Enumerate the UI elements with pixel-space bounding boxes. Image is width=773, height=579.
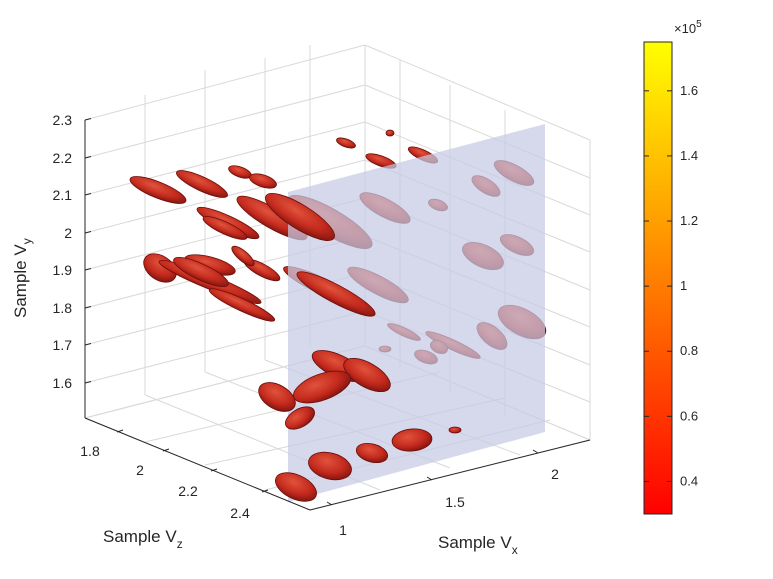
z-tick-mark bbox=[210, 468, 218, 472]
isosurface-blob bbox=[385, 129, 395, 137]
isosurface-blob bbox=[231, 245, 255, 267]
axis-lines bbox=[84, 120, 591, 511]
y-tick-mark bbox=[84, 306, 92, 309]
y-tick-mark bbox=[84, 343, 92, 346]
isosurface-blob bbox=[173, 256, 229, 288]
x-tick-mark bbox=[426, 476, 433, 481]
y-tick-mark bbox=[84, 231, 92, 234]
z-axis-line bbox=[84, 417, 311, 511]
colorbar: ×105 0.4 0.6 0.8 1 1.2 1.4 1.6 bbox=[643, 19, 702, 515]
z-axis-label: Sample Vz bbox=[103, 527, 183, 551]
colorbar-tick-label: 1 bbox=[680, 278, 687, 293]
isosurface-blobs-front bbox=[173, 193, 462, 502]
x-tick-label: 1.5 bbox=[445, 494, 465, 510]
isosurface-blob bbox=[355, 442, 389, 464]
y-tick-label: 1.9 bbox=[53, 262, 73, 278]
colorbar-tick-label: 1.4 bbox=[680, 148, 698, 163]
grid-line bbox=[364, 44, 591, 141]
x-tick-label: 2 bbox=[551, 466, 559, 482]
isosurface-blob bbox=[343, 357, 391, 393]
isosurface-blob bbox=[265, 193, 335, 241]
x-tick-mark bbox=[532, 449, 539, 454]
y-axis-label: Sample Vy bbox=[11, 238, 34, 318]
z-tick-label: 2.2 bbox=[178, 483, 198, 499]
x-axis-ticks: 11.52 bbox=[326, 449, 559, 538]
y-tick-mark bbox=[84, 156, 92, 159]
x-axis-line bbox=[309, 439, 591, 511]
isosurface-blob bbox=[308, 451, 352, 481]
y-axis-ticks: 1.6 1.7 1.8 1.9 2 2.1 2.2 2.3 bbox=[53, 112, 92, 391]
slice-plane bbox=[288, 124, 545, 502]
grid-line bbox=[84, 44, 366, 121]
y-tick-mark bbox=[84, 381, 92, 384]
z-tick-label: 1.8 bbox=[80, 443, 100, 459]
isosurface-blob bbox=[208, 288, 276, 322]
z-axis-ticks: 1.8 2 2.2 2.4 bbox=[80, 429, 269, 521]
y-tick-label: 2.2 bbox=[53, 150, 73, 166]
y-tick-label: 2.1 bbox=[53, 187, 73, 203]
isosurface-blob bbox=[336, 137, 356, 149]
colorbar-tick-label: 0.6 bbox=[680, 408, 698, 423]
y-tick-label: 1.7 bbox=[53, 337, 73, 353]
colorbar-tick-label: 0.4 bbox=[680, 473, 698, 488]
colorbar-ticks: 0.4 0.6 0.8 1 1.2 1.4 1.6 bbox=[644, 83, 698, 488]
y-tick-mark bbox=[84, 268, 92, 271]
x-axis-label: Sample Vx bbox=[438, 533, 518, 557]
z-tick-label: 2 bbox=[136, 462, 144, 478]
isosurface-blob bbox=[285, 406, 315, 430]
isosurface-blob bbox=[228, 165, 252, 179]
isosurface-blob bbox=[448, 426, 462, 434]
colorbar-tick-label: 1.2 bbox=[680, 213, 698, 228]
y-tick-mark bbox=[84, 118, 92, 121]
isosurface-blob bbox=[202, 216, 248, 240]
grid-line bbox=[364, 84, 591, 179]
y-tick-label: 2 bbox=[64, 225, 72, 241]
z-tick-mark bbox=[116, 429, 124, 433]
colorbar-gradient bbox=[643, 41, 673, 515]
colorbar-exponent: ×105 bbox=[674, 19, 702, 36]
y-tick-label: 2.3 bbox=[53, 112, 73, 128]
isosurface-blob bbox=[391, 428, 433, 452]
isosurface-blob bbox=[176, 170, 228, 198]
z-tick-label: 2.4 bbox=[230, 505, 250, 521]
x-tick-label: 1 bbox=[339, 522, 347, 538]
isosurface-blob bbox=[258, 382, 296, 412]
isosurface-blob bbox=[296, 271, 376, 317]
grid-line bbox=[84, 84, 366, 159]
isosurface-blob bbox=[249, 173, 277, 189]
isosurface-blob bbox=[275, 472, 317, 502]
y-tick-mark bbox=[84, 193, 92, 196]
x-tick-mark bbox=[326, 501, 333, 506]
y-tick-label: 1.8 bbox=[53, 300, 73, 316]
isosurface-blob bbox=[129, 176, 187, 204]
z-tick-mark bbox=[162, 448, 170, 452]
colorbar-tick-label: 1.6 bbox=[680, 83, 698, 98]
z-tick-mark bbox=[261, 489, 269, 493]
colorbar-tick-label: 0.8 bbox=[680, 343, 698, 358]
y-tick-label: 1.6 bbox=[53, 375, 73, 391]
